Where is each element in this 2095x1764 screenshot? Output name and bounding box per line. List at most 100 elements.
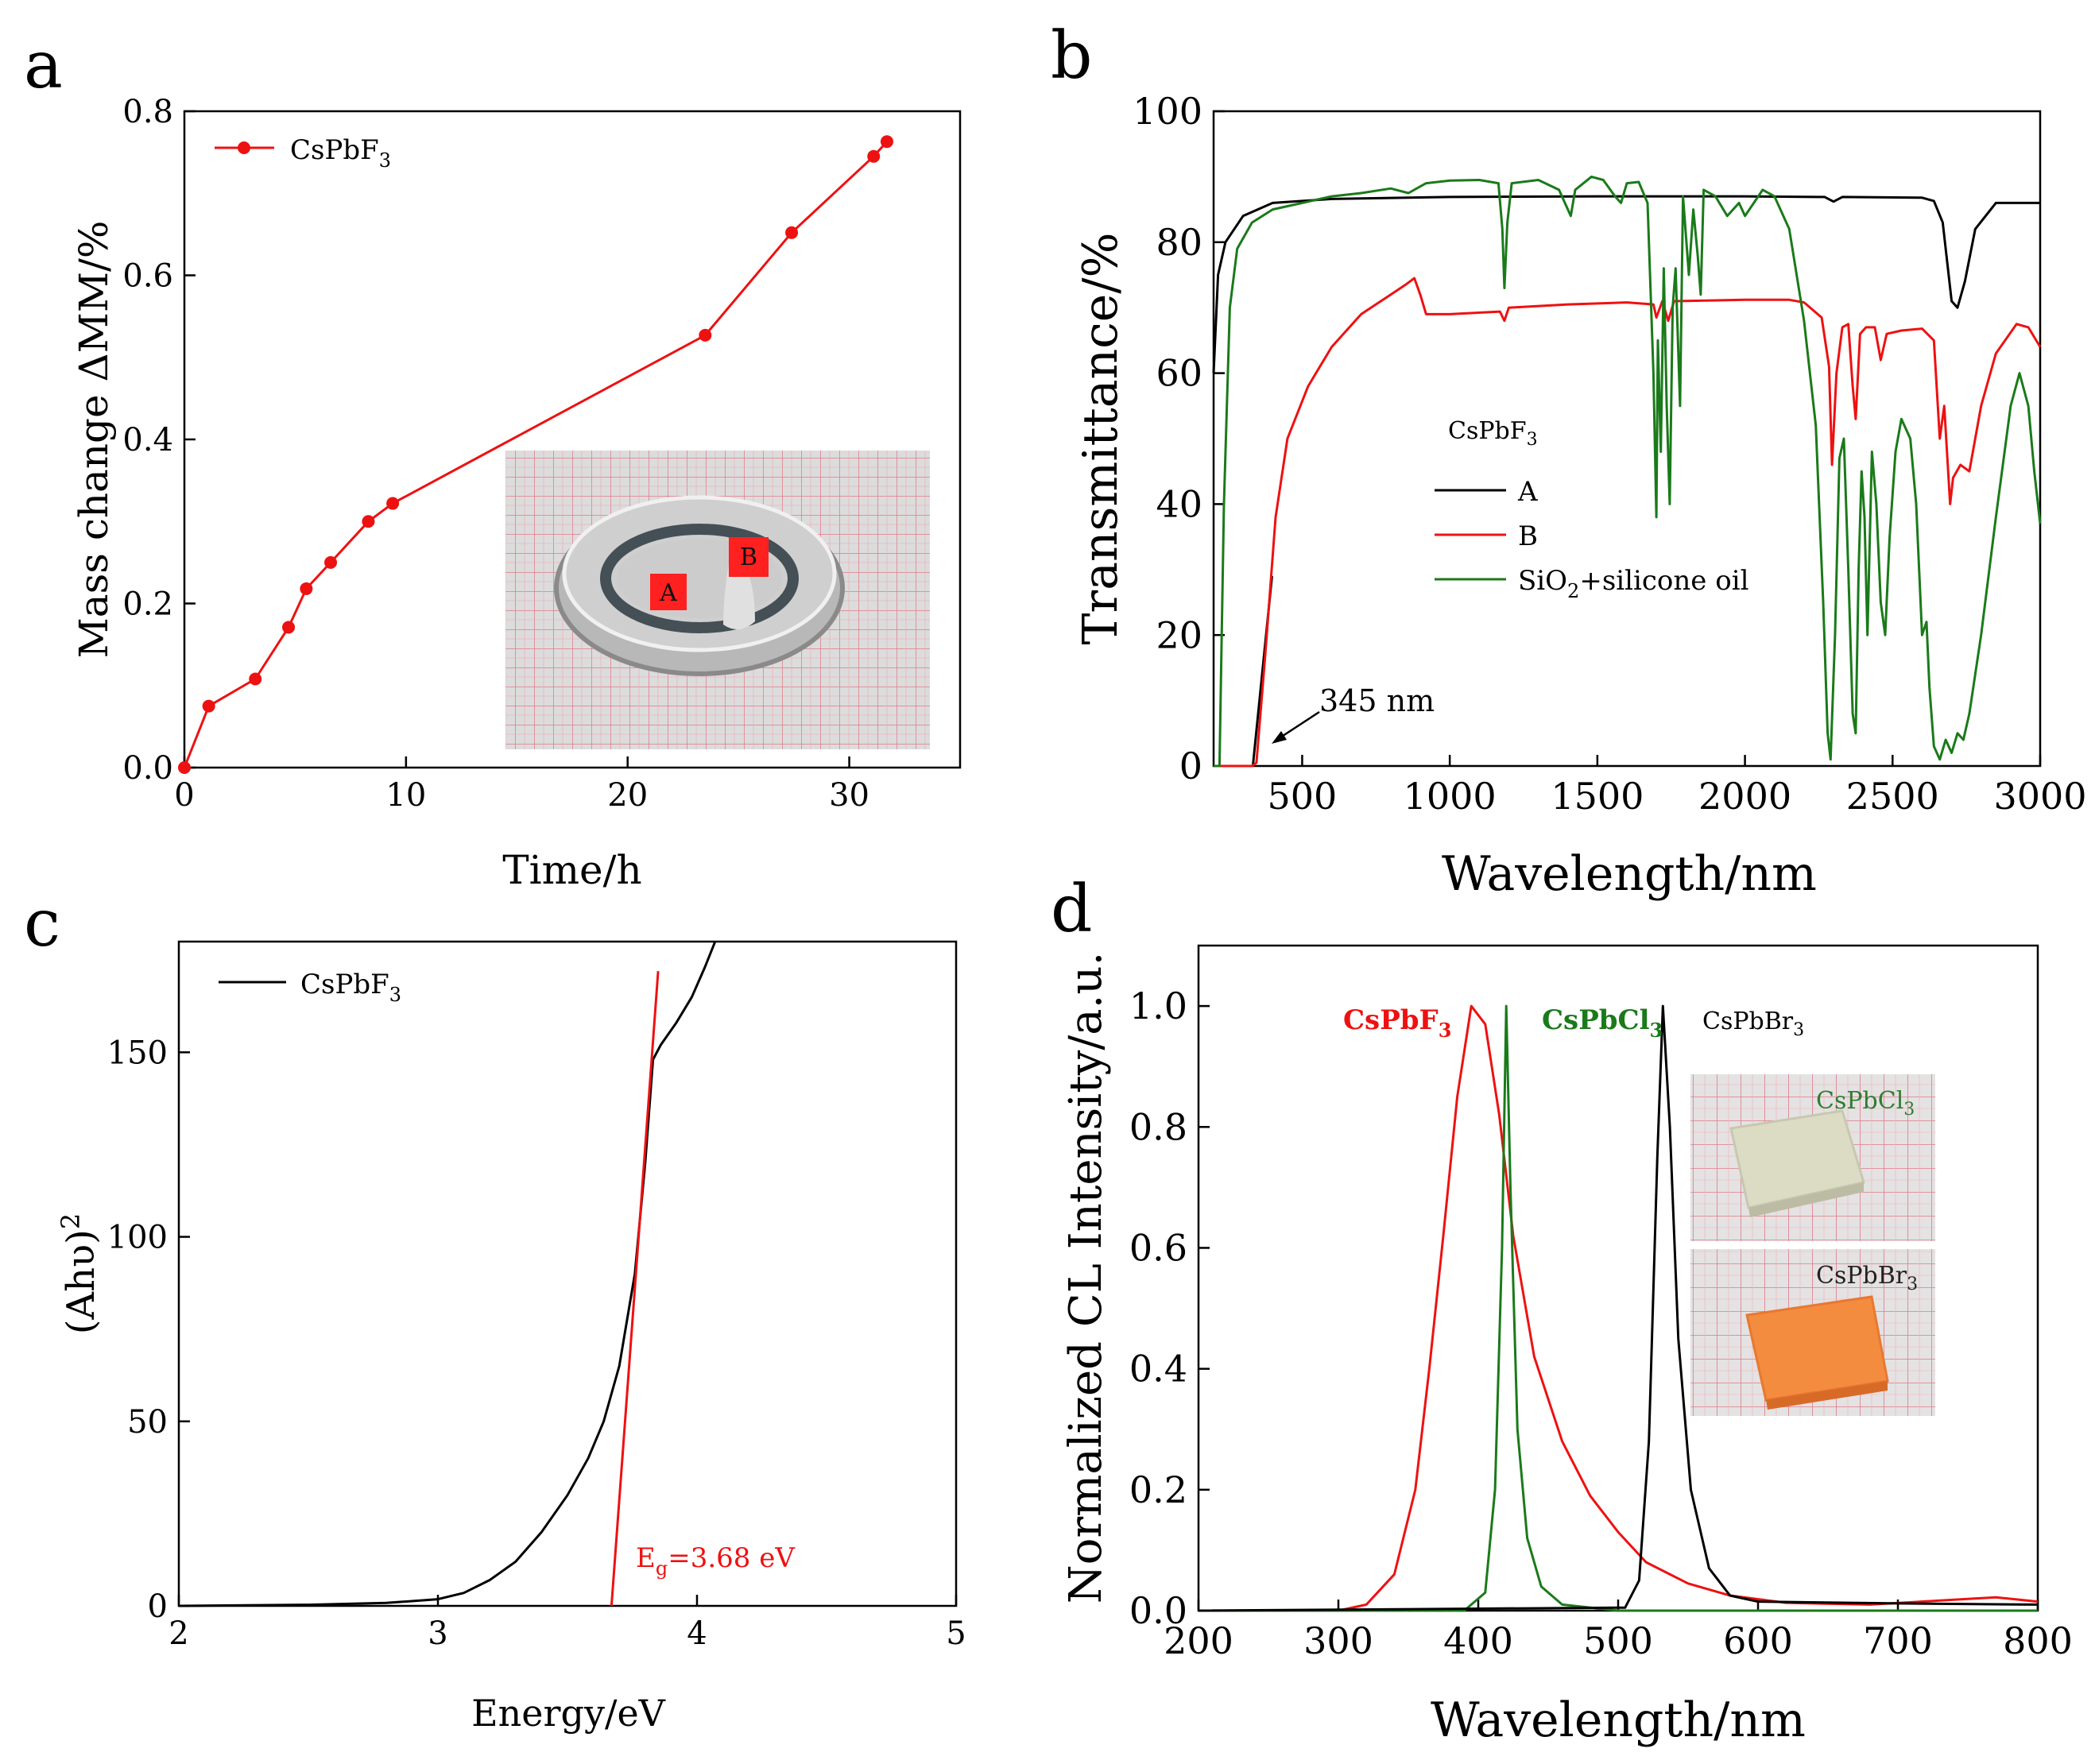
panel-b-y-ticks: 0 20 40 60 80 100 xyxy=(1133,90,1225,787)
y-tick-label: 0 xyxy=(148,1588,168,1625)
panel-a-y-ticks: 0.0 0.2 0.4 0.6 0.8 xyxy=(122,94,196,787)
svg-text:CsPbBr3: CsPbBr3 xyxy=(1816,1262,1918,1294)
panel-c-frame xyxy=(177,940,958,1607)
inset-br-sub: 3 xyxy=(1907,1275,1918,1294)
x-tick-label: 300 xyxy=(1303,1619,1373,1662)
panel-c-y-label-sup: 2 xyxy=(56,1213,86,1229)
svg-text:CsPbCl3: CsPbCl3 xyxy=(1542,1004,1663,1042)
panel-b-legend: CsPbF3 A B SiO2+silicone oil xyxy=(1435,417,1748,602)
peak-label-cl: CsPbCl xyxy=(1542,1004,1650,1036)
panel-a-x-ticks: 0 10 20 30 xyxy=(174,756,869,814)
x-tick-label: 400 xyxy=(1443,1619,1513,1662)
peak-label-f-sub: 3 xyxy=(1439,1019,1452,1042)
svg-text:CsPbCl3: CsPbCl3 xyxy=(1816,1087,1915,1120)
y-tick-label: 100 xyxy=(1133,90,1202,133)
panel-d-y-label: Normalized CL Intensity/a.u. xyxy=(1060,952,1112,1604)
panel-b-x-label: Wavelength/nm xyxy=(1442,846,1817,902)
panel-a: a 0 10 20 30 0.0 0.2 0.4 0.6 0.8 Time/h Mass ch… xyxy=(24,28,962,893)
legend-a-text: CsPbF xyxy=(290,134,379,166)
panel-c-y-ticks: 0 50 100 150 xyxy=(107,1035,190,1625)
legend-c-text: CsPbF xyxy=(300,969,389,1000)
inset-cl-label: CsPbCl xyxy=(1816,1087,1903,1115)
data-point xyxy=(362,515,375,528)
panel-c-x-ticks: 2 3 4 5 xyxy=(168,1595,966,1652)
data-point xyxy=(178,761,191,774)
panel-c-y-label: (Ahυ) xyxy=(59,1229,103,1334)
y-tick-label: 150 xyxy=(107,1035,168,1071)
panel-a-series xyxy=(178,135,893,774)
y-tick-label: 60 xyxy=(1156,352,1202,395)
series-line-sio2-silicone-oil xyxy=(1214,175,2042,768)
y-tick-label: 0.8 xyxy=(122,94,173,130)
y-tick-label: 0.8 xyxy=(1129,1105,1187,1148)
y-tick-label: 0.4 xyxy=(122,422,173,458)
x-tick-label: 10 xyxy=(385,777,426,814)
x-tick-label: 200 xyxy=(1164,1619,1233,1662)
panel-c-legend: CsPbF3 xyxy=(219,969,401,1006)
svg-text:SiO2+silicone oil: SiO2+silicone oil xyxy=(1518,565,1748,602)
inset-label-B: B xyxy=(740,544,757,571)
x-tick-label: 600 xyxy=(1723,1619,1793,1662)
x-tick-label: 3 xyxy=(428,1615,447,1652)
panel-d-inset-br: CsPbBr3 xyxy=(1690,1249,1935,1416)
inset-br-label: CsPbBr xyxy=(1816,1262,1907,1290)
svg-text:CsPbBr3: CsPbBr3 xyxy=(1702,1008,1804,1040)
peak-label-cl-sub: 3 xyxy=(1650,1019,1663,1042)
y-tick-label: 0.2 xyxy=(1129,1468,1187,1511)
panel-b-frame xyxy=(1212,110,2042,768)
annotation-345nm: 345 nm xyxy=(1319,683,1435,718)
x-tick-label: 3000 xyxy=(1993,775,2086,818)
panel-d-x-ticks: 200 300 400 500 600 700 800 xyxy=(1164,1600,2073,1662)
y-tick-label: 0.4 xyxy=(1129,1348,1187,1391)
x-tick-label: 4 xyxy=(687,1615,707,1652)
legend-b-sio2-post: +silicone oil xyxy=(1579,565,1748,597)
panel-b-x-ticks: 500 1000 1500 2000 2500 3000 xyxy=(1268,755,2087,818)
panel-d-x-label: Wavelength/nm xyxy=(1431,1692,1806,1748)
panel-c-series xyxy=(178,941,717,1607)
peak-label-br-sub: 3 xyxy=(1793,1020,1804,1040)
series-line-cspbf3 xyxy=(178,941,717,1607)
panel-a-y-label: Mass change ΔMM/% xyxy=(71,221,117,659)
y-tick-label: 80 xyxy=(1156,221,1202,264)
series-line-cspbbr3 xyxy=(1198,1004,2039,1612)
x-tick-label: 0 xyxy=(174,777,194,814)
series-line-b xyxy=(1214,277,2042,768)
y-tick-label: 40 xyxy=(1156,483,1202,526)
data-point xyxy=(867,149,881,163)
series-line-fit xyxy=(610,971,660,1607)
panel-a-inset-photo: A B xyxy=(505,451,930,749)
svg-text:CsPbF3: CsPbF3 xyxy=(1448,417,1538,450)
series-line-cspbf3 xyxy=(183,141,889,768)
svg-text:CsPbF3: CsPbF3 xyxy=(290,134,391,172)
y-tick-label: 0.0 xyxy=(122,750,173,787)
data-point xyxy=(785,226,799,239)
x-tick-label: 800 xyxy=(2003,1619,2073,1662)
data-point xyxy=(249,672,262,686)
annotation-eg-value: =3.68 eV xyxy=(668,1542,796,1574)
y-tick-label: 0.2 xyxy=(122,586,173,623)
legend-b-sio2-sub: 2 xyxy=(1567,580,1579,602)
x-tick-label: 20 xyxy=(607,777,648,814)
annotation-eg-sub: g xyxy=(656,1557,668,1580)
legend-b-title-sub: 3 xyxy=(1527,430,1538,450)
legend-b-A: A xyxy=(1517,476,1538,508)
x-tick-label: 5 xyxy=(946,1615,966,1652)
x-tick-label: 700 xyxy=(1863,1619,1933,1662)
data-point xyxy=(282,621,296,634)
data-point xyxy=(202,699,215,713)
y-tick-label: 1.0 xyxy=(1129,985,1187,1027)
annotation-eg: E xyxy=(636,1542,656,1574)
y-tick-label: 0.0 xyxy=(1129,1589,1187,1632)
svg-text:(Ahυ)2: (Ahυ)2 xyxy=(56,1213,103,1335)
peak-label-br: CsPbBr xyxy=(1702,1008,1794,1035)
panel-b-label: b xyxy=(1051,18,1093,94)
legend-b-title: CsPbF xyxy=(1448,417,1527,445)
legend-b-B: B xyxy=(1518,520,1538,552)
panel-b-annotation: 345 nm xyxy=(1272,683,1435,744)
y-tick-label: 0.6 xyxy=(1129,1227,1187,1270)
data-point xyxy=(699,328,712,342)
peak-label-f: CsPbF xyxy=(1343,1004,1439,1036)
panel-d-y-ticks: 0.0 0.2 0.4 0.6 0.8 1.0 xyxy=(1129,985,1210,1632)
